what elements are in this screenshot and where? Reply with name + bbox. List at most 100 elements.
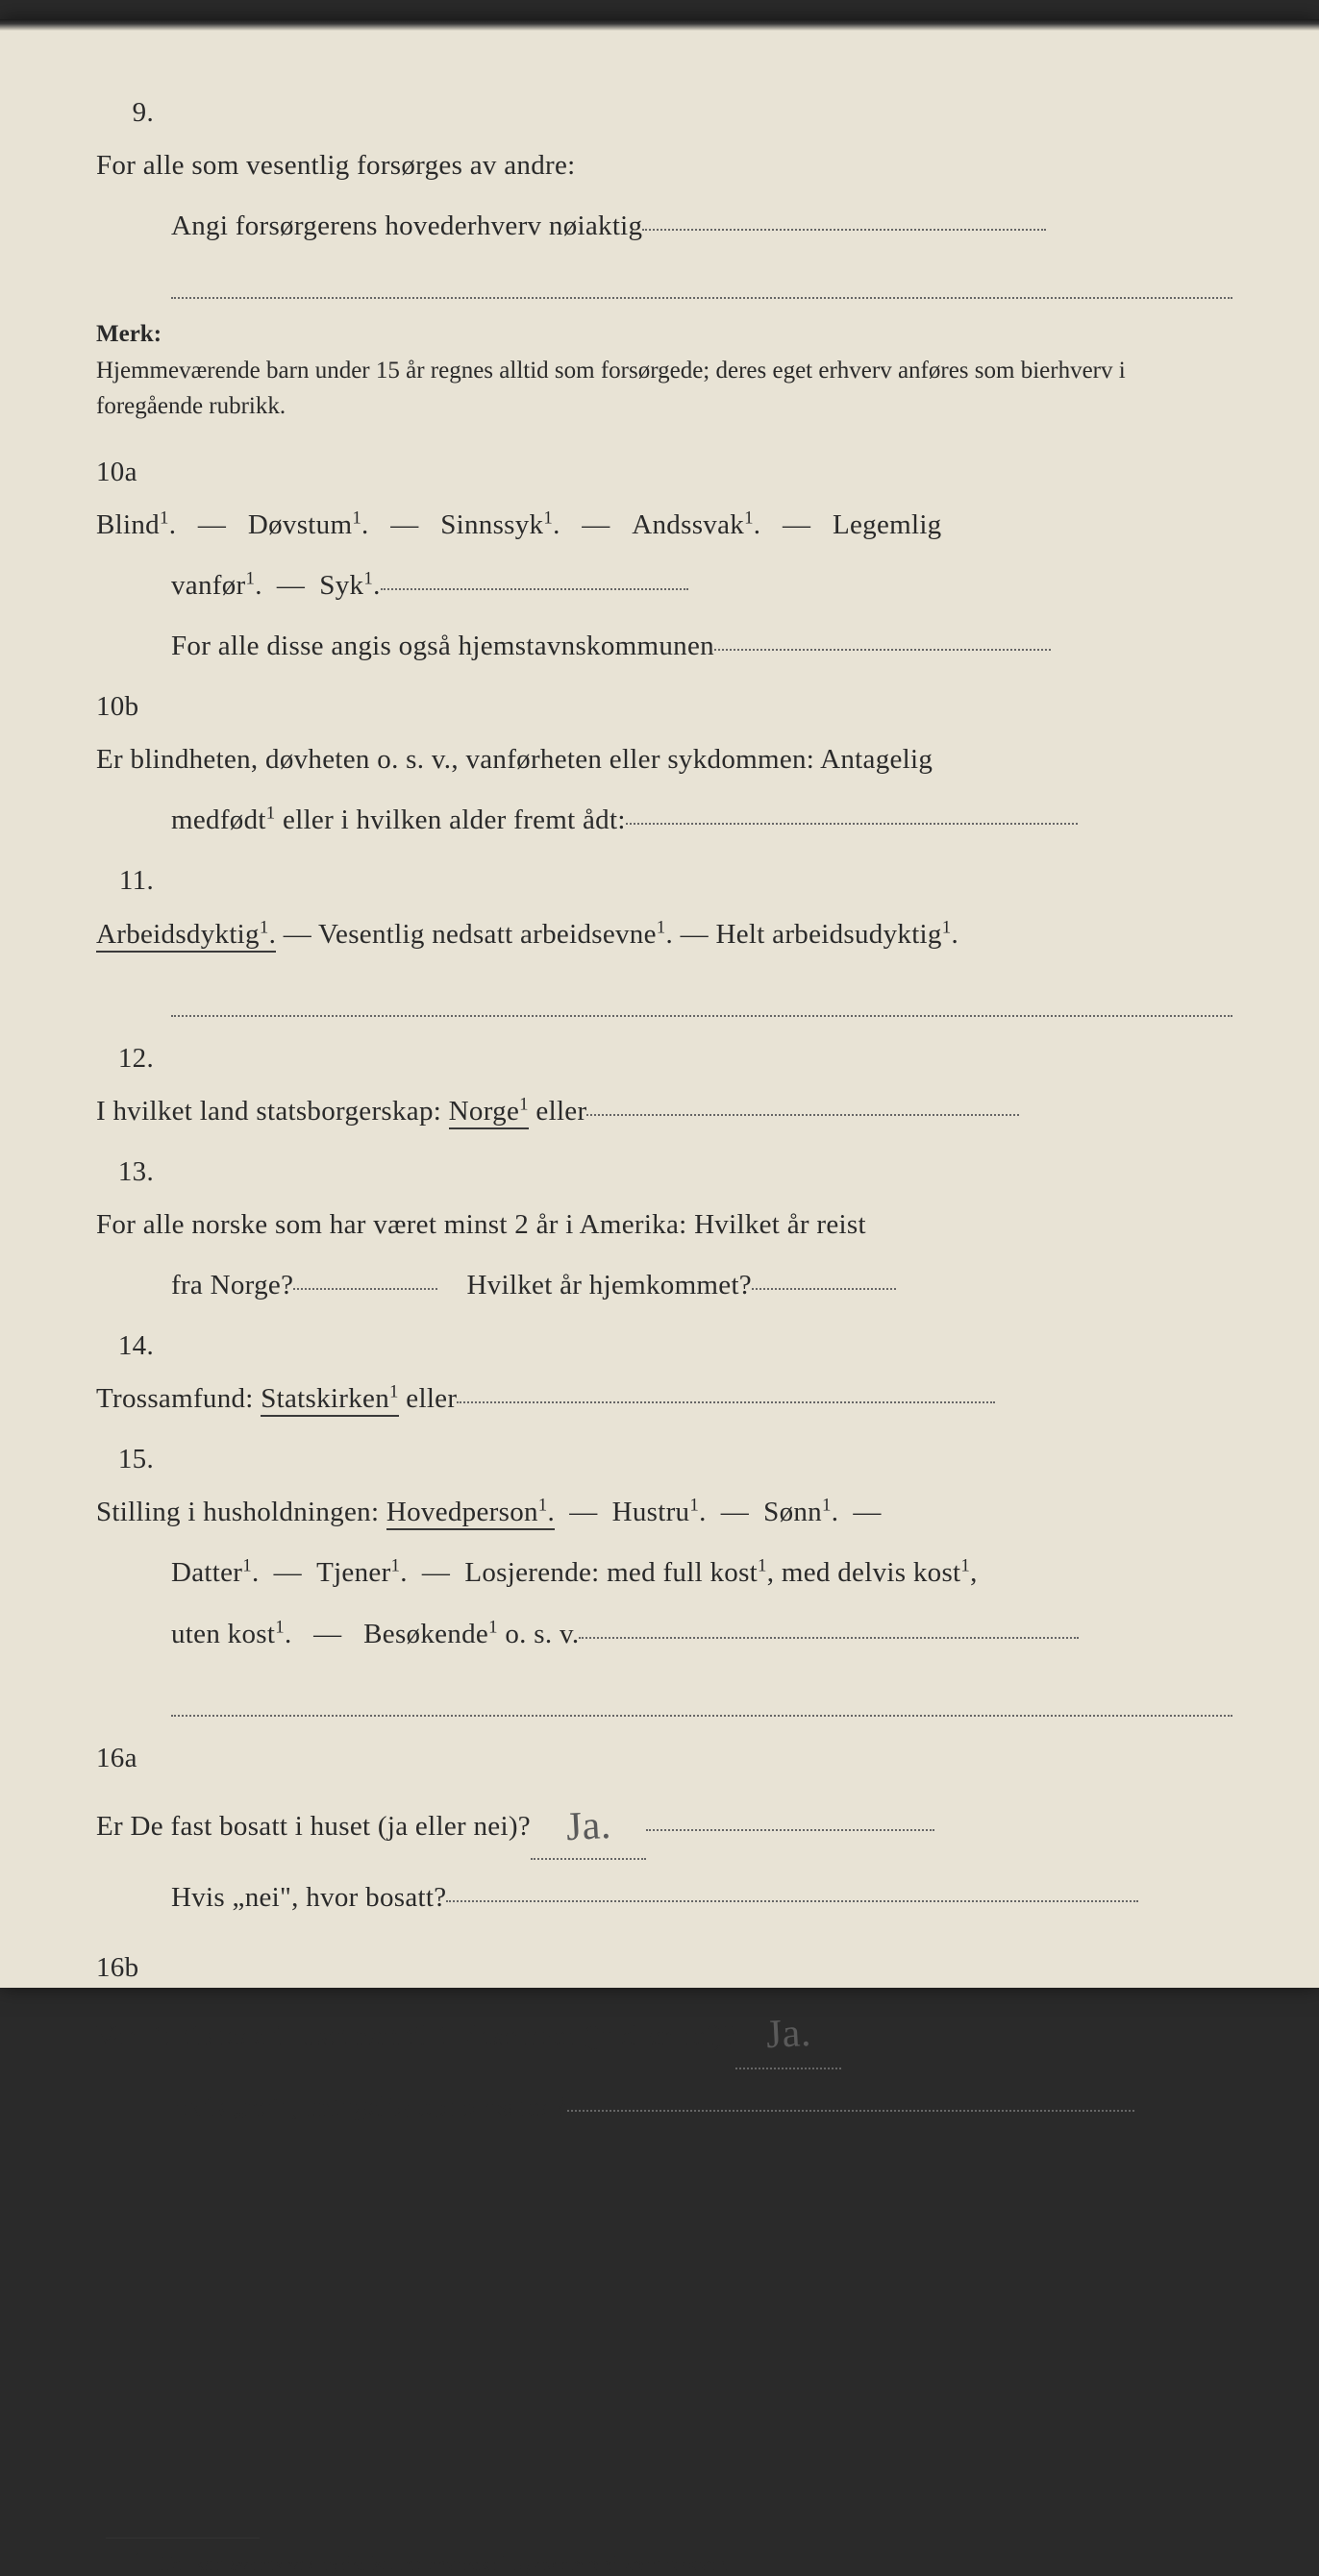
merk-note: Merk: Hjemmeværende barn under 15 år reg…	[96, 316, 1232, 425]
opt-uten-kost: uten kost	[171, 1619, 275, 1649]
question-10b: 10b Er blindheten, døvheten o. s. v., va…	[96, 681, 1232, 786]
q11-end: — Helt arbeidsudyktig	[673, 919, 942, 950]
opt-statskirken: Statskirken1	[261, 1383, 399, 1417]
footnote-rule	[106, 2538, 260, 2539]
q11-mid: — Vesentlig nedsatt arbeidsevne	[276, 919, 657, 950]
opt-hustru: Hustru	[612, 1497, 690, 1527]
q9-line2: Angi forsørgerens hovederhverv nøiaktig	[171, 200, 1232, 253]
blank-line	[752, 1288, 896, 1290]
q16a-number: 16a	[96, 1732, 173, 1785]
q12-number: 12.	[96, 1032, 171, 1085]
q15-line2: Datter1. — Tjener1. — Losjerende: med fu…	[171, 1547, 1232, 1599]
merk-text: Hjemmeværende barn under 15 år regnes al…	[96, 353, 1142, 425]
footnote-text-a: Her kan svares ved	[158, 2551, 325, 2575]
blank-line	[646, 1829, 934, 1831]
q16a-text2: Hvis „nei", hvor bosatt?	[171, 1882, 446, 1913]
q13-text1: For alle norske som har været minst 2 år…	[96, 1199, 1154, 1251]
q14-number: 14.	[96, 1320, 171, 1373]
blank-line	[714, 649, 1051, 651]
q16a-line2: Hvis „nei", hvor bosatt?	[171, 1871, 1232, 1924]
q13-text2a: fra Norge?	[171, 1270, 293, 1300]
q10a-line2: vanfør1. — Syk1.	[171, 559, 1232, 612]
document-page: 9. For alle som vesentlig forsørges av a…	[0, 19, 1319, 1988]
q10a-options: Blind1. — Døvstum1. — Sinnssyk1. — Andss…	[96, 499, 1154, 552]
q16b-number: 16b	[96, 1942, 173, 1994]
opt-losjerende: Losjerende: med full kost	[464, 1557, 758, 1588]
question-16b: 16b Var De tilstede i huset natt til 1. …	[96, 1942, 1232, 2073]
footnote: 1 Her kan svares ved tydelig understrekn…	[135, 2550, 1232, 2576]
q14-label: Trossamfund:	[96, 1383, 261, 1414]
q10b-text1: Er blindheten, døvheten o. s. v., vanfør…	[96, 733, 1154, 786]
q9-text2: Angi forsørgerens hovederhverv nøiaktig	[171, 211, 642, 241]
blank-line-full	[171, 978, 1232, 1017]
q10a-hjemstavn: For alle disse angis også hjemstavnskomm…	[171, 631, 714, 661]
opt-andssvak: Andssvak	[632, 509, 744, 540]
footnote-number: 1	[135, 2550, 142, 2566]
question-13: 13. For alle norske som har været minst …	[96, 1146, 1232, 1251]
q16b-text2: Hvis „nei", antagelig opholdssted?	[171, 2092, 567, 2122]
answer-16a: Ja.	[531, 1781, 646, 1860]
blank-line	[446, 1900, 1138, 1902]
q15-label: Stilling i husholdningen:	[96, 1497, 386, 1527]
opt-delvis-kost: , med delvis kost	[767, 1557, 961, 1588]
blank-line	[626, 823, 1078, 825]
answer-16b: Ja.	[735, 1991, 841, 2069]
merk-label: Merk:	[96, 316, 183, 353]
q12-text: I hvilket land statsborgerskap:	[96, 1096, 449, 1127]
opt-medfodt: medfødt	[171, 805, 266, 835]
opt-legemlig: Legemlig	[833, 509, 942, 540]
handwritten-ja: Ja.	[764, 1995, 813, 2074]
blank-line	[293, 1288, 437, 1290]
opt-tjener: Tjener	[316, 1557, 390, 1588]
q11-body: Arbeidsdyktig1. — Vesentlig nedsatt arbe…	[96, 908, 1154, 961]
blank-line-full	[171, 1678, 1232, 1717]
opt-sinnssyk: Sinnssyk	[440, 509, 543, 540]
question-9: 9. For alle som vesentlig forsørges av a…	[96, 87, 1232, 192]
opt-norge: Norge1	[449, 1096, 529, 1129]
opt-datter: Datter	[171, 1557, 242, 1588]
q10a-number: 10a	[96, 446, 173, 499]
opt-vanfor: vanfør	[171, 570, 246, 601]
q9-text1: For alle som vesentlig forsørges av andr…	[96, 139, 1154, 192]
q16b-text1: Var De tilstede i huset natt til 1. dese…	[96, 2020, 735, 2051]
q13-line2: fra Norge? Hvilket år hjemkommet?	[171, 1259, 1232, 1312]
q15-number: 15.	[96, 1433, 171, 1486]
opt-arbeidsdyktig: Arbeidsdyktig1.	[96, 919, 276, 953]
blank-line	[642, 229, 1046, 231]
opt-hovedperson: Hovedperson1.	[386, 1497, 555, 1530]
question-16a: 16a Er De fast bosatt i huset (ja eller …	[96, 1732, 1232, 1864]
q13-text2b: Hvilket år hjemkommet?	[466, 1270, 752, 1300]
blank-line	[579, 1637, 1079, 1639]
handwritten-ja: Ja.	[564, 1788, 613, 1867]
q16b-line2: Hvis „nei", antagelig opholdssted?	[171, 2081, 1232, 2134]
q16a-body: Er De fast bosatt i huset (ja eller nei)…	[96, 1785, 1154, 1864]
footnote-text-b: tydelig understrekning av de ord som pas…	[324, 2551, 728, 2575]
blank-line	[586, 1114, 1019, 1116]
opt-blind: Blind	[96, 509, 160, 540]
q10b-number: 10b	[96, 681, 173, 733]
blank-line	[381, 588, 688, 590]
opt-besokende: Besøkende	[363, 1619, 488, 1649]
q9-number: 9.	[96, 87, 171, 139]
q16a-text1: Er De fast bosatt i huset (ja eller nei)…	[96, 1811, 531, 1842]
question-12: 12. I hvilket land statsborgerskap: Norg…	[96, 1032, 1232, 1138]
question-14: 14. Trossamfund: Statskirken1 eller	[96, 1320, 1232, 1425]
q15-osv: o. s. v.	[498, 1619, 580, 1649]
question-15: 15. Stilling i husholdningen: Hovedperso…	[96, 1433, 1232, 1539]
q12-body: I hvilket land statsborgerskap: Norge1 e…	[96, 1085, 1154, 1138]
q10b-line2: medfødt1 eller i hvilken alder fremt ådt…	[171, 794, 1232, 847]
question-10a: 10a Blind1. — Døvstum1. — Sinnssyk1. — A…	[96, 446, 1232, 552]
q12-after: eller	[529, 1096, 587, 1127]
blank-line	[457, 1401, 995, 1403]
q11-number: 11.	[96, 855, 171, 907]
q10b-text2b: eller i hvilken alder fremt ådt:	[275, 805, 625, 835]
q15-body: Stilling i husholdningen: Hovedperson1. …	[96, 1486, 1154, 1539]
opt-dovstum: Døvstum	[248, 509, 352, 540]
q15-line3: uten kost1. — Besøkende1 o. s. v.	[171, 1608, 1232, 1661]
question-11: 11. Arbeidsdyktig1. — Vesentlig nedsatt …	[96, 855, 1232, 960]
q16b-body: Var De tilstede i huset natt til 1. dese…	[96, 1994, 1154, 2073]
opt-sonn: Sønn	[763, 1497, 822, 1527]
blank-line	[567, 2110, 1134, 2112]
q14-body: Trossamfund: Statskirken1 eller	[96, 1373, 1154, 1425]
q10a-line3: For alle disse angis også hjemstavnskomm…	[171, 620, 1232, 673]
